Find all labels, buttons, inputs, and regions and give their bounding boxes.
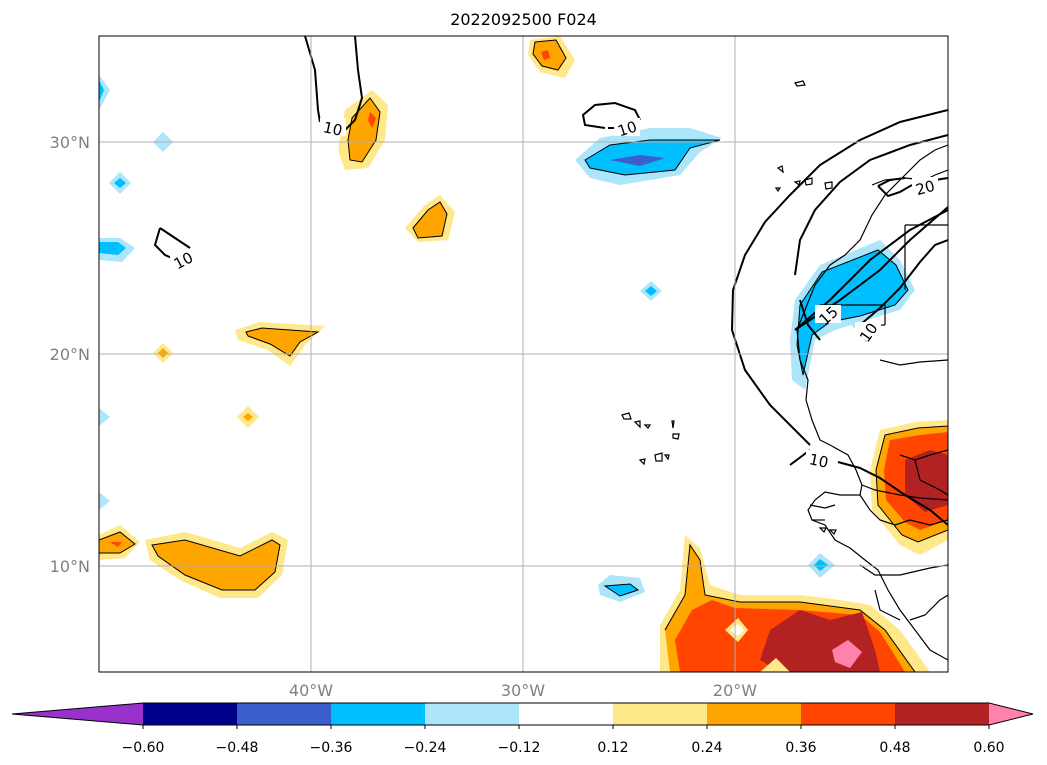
colorbar-extend-high: [989, 703, 1033, 725]
contour-label: 10: [322, 118, 344, 140]
plot-area: 10 10 10 20 15 10 10: [99, 36, 948, 672]
colorbar-tick-label: 0.24: [691, 740, 722, 756]
colorbar-tick-label: −0.12: [498, 740, 541, 756]
colorbar-bin: [519, 703, 614, 725]
colorbar-tick-label: −0.48: [216, 740, 259, 756]
colorbar-tick-label: 0.60: [973, 740, 1004, 756]
lat-label: 20°N: [50, 345, 90, 364]
lon-label: 30°W: [501, 681, 545, 700]
colorbar-tick-label: −0.36: [310, 740, 353, 756]
colorbar-tick-label: 0.36: [785, 740, 816, 756]
colorbar-extend-low: [12, 703, 143, 725]
lon-label: 40°W: [289, 681, 333, 700]
colorbar-bin: [237, 703, 332, 725]
colorbar: −0.60 −0.48 −0.36 −0.24 −0.12 0.12 0.24 0.36 0.4…: [11, 702, 1034, 756]
thick-contours: [153, 36, 948, 526]
colorbar-bin: [143, 703, 238, 725]
colorbar-bin: [801, 703, 896, 725]
colorbar-tick-label: −0.24: [404, 740, 447, 756]
map-grid: [99, 36, 948, 672]
colorbar-bin: [613, 703, 708, 725]
contour-label: 10: [808, 450, 830, 472]
lat-label: 30°N: [50, 133, 90, 152]
contour-label: 10: [615, 117, 639, 140]
colorbar-bin: [707, 703, 802, 725]
colorbar-bin: [331, 703, 426, 725]
lon-label: 20°W: [713, 681, 757, 700]
colorbar-bin: [425, 703, 520, 725]
longitude-labels: 40°W 30°W 20°W: [289, 681, 757, 700]
colorbar-bin: [895, 703, 990, 725]
map-title: 2022092500 F024: [450, 10, 597, 29]
lat-label: 10°N: [50, 557, 90, 576]
contour-label: 20: [914, 177, 937, 199]
colorbar-tick-label: −0.60: [122, 740, 165, 756]
plot-frame: [98, 35, 949, 673]
latitude-labels: 30°N 20°N 10°N: [50, 133, 90, 576]
colorbar-tick-label: 0.12: [597, 740, 628, 756]
colorbar-tick-label: 0.48: [879, 740, 910, 756]
